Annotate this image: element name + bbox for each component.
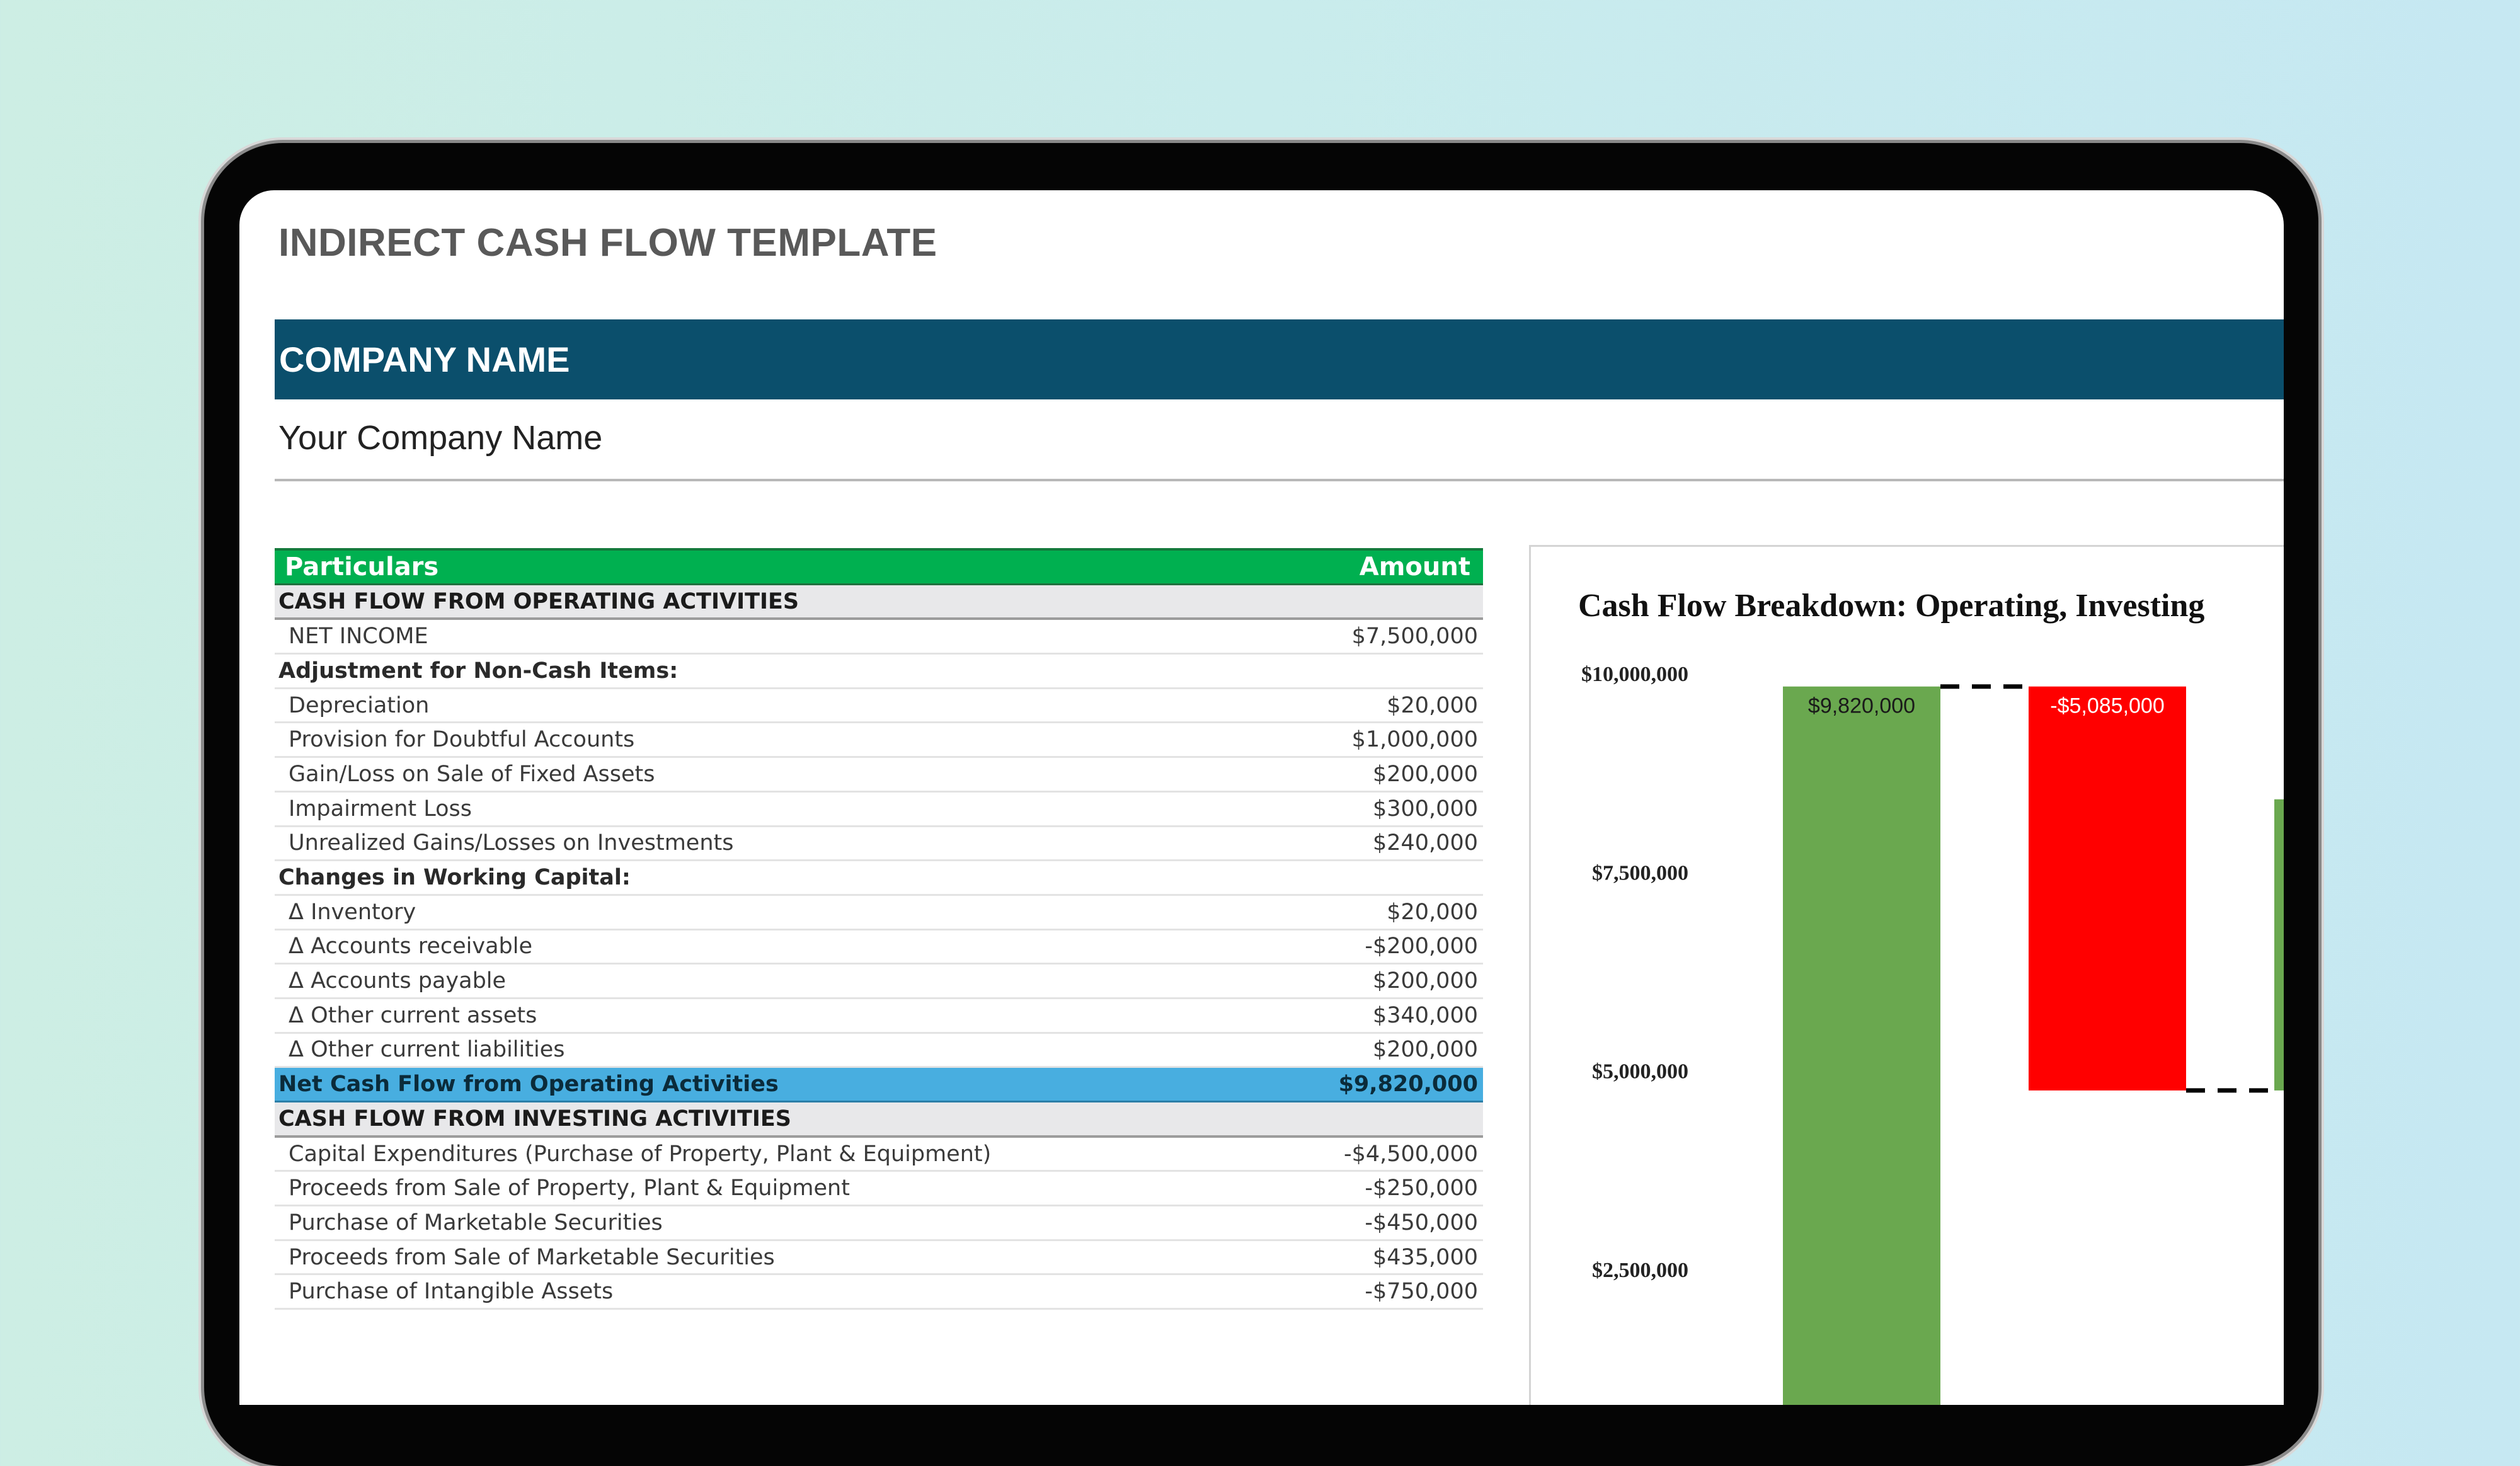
table-row: Impairment Loss $300,000 <box>275 791 1483 827</box>
row-label-cell[interactable]: Depreciation <box>275 688 1251 724</box>
row-label-cell[interactable]: Impairment Loss <box>275 791 1251 827</box>
company-divider <box>275 479 2284 481</box>
company-name-cell[interactable]: Your Company Name <box>278 419 603 457</box>
subheader-row: Changes in Working Capital: <box>275 860 1483 896</box>
row-label-cell[interactable]: Unrealized Gains/Losses on Investments <box>275 826 1251 862</box>
company-header-label: COMPANY NAME <box>279 340 570 379</box>
table-row: Δ Other current assets $340,000 <box>275 998 1483 1034</box>
row-label-cell[interactable]: Net Cash Flow from Operating Activities <box>275 1067 1251 1102</box>
row-label-cell[interactable]: Gain/Loss on Sale of Fixed Assets <box>275 757 1251 793</box>
row-label-cell[interactable]: Proceeds from Sale of Property, Plant & … <box>275 1171 1251 1207</box>
row-amount-cell[interactable] <box>1251 653 1483 689</box>
chart-svg: Cash Flow Breakdown: Operating, Investin… <box>1578 588 2284 1405</box>
row-amount-cell[interactable]: -$250,000 <box>1251 1171 1483 1207</box>
row-label-cell[interactable]: Proceeds from Sale of Marketable Securit… <box>275 1240 1251 1276</box>
table-row: Purchase of Marketable Securities -$450,0… <box>275 1205 1483 1241</box>
table-row: Purchase of Intangible Assets -$750,000 <box>275 1274 1483 1310</box>
row-amount-cell[interactable]: $200,000 <box>1251 963 1483 999</box>
row-amount-cell[interactable]: $7,500,000 <box>1251 619 1483 655</box>
total-row: Net Cash Flow from Operating Activities $… <box>275 1067 1483 1102</box>
row-label-cell[interactable]: Δ Accounts payable <box>275 963 1251 999</box>
row-amount-cell[interactable]: -$200,000 <box>1251 929 1483 965</box>
row-amount-cell[interactable] <box>1251 860 1483 896</box>
row-amount-cell[interactable]: $20,000 <box>1251 688 1483 724</box>
bar-data-label: -$5,085,000 <box>2050 694 2165 718</box>
row-label-cell[interactable]: Provision for Doubtful Accounts <box>275 722 1251 759</box>
table-row: Proceeds from Sale of Marketable Securit… <box>275 1240 1483 1276</box>
row-amount-cell[interactable] <box>1251 584 1483 621</box>
chart-bar[interactable] <box>2274 799 2284 1091</box>
chart-title: Cash Flow Breakdown: Operating, Investin… <box>1578 588 2204 624</box>
spreadsheet-screen: INDIRECT CASH FLOW TEMPLATE COMPANY NAME… <box>239 190 2284 1405</box>
row-amount-cell[interactable]: -$4,500,000 <box>1251 1136 1483 1172</box>
row-label-cell[interactable]: Δ Inventory <box>275 895 1251 931</box>
row-label-cell[interactable]: Δ Accounts receivable <box>275 929 1251 965</box>
table-row: Δ Other current liabilities $200,000 <box>275 1033 1483 1068</box>
table-row: NET INCOME $7,500,000 <box>275 619 1483 655</box>
chart-bar[interactable] <box>1783 686 1940 1405</box>
table-row: Provision for Doubtful Accounts $1,000,00… <box>275 722 1483 759</box>
row-amount-cell[interactable]: $340,000 <box>1251 998 1483 1034</box>
sheet-title: INDIRECT CASH FLOW TEMPLATE <box>278 221 937 265</box>
table-row: Δ Inventory $20,000 <box>275 895 1483 931</box>
row-label-cell[interactable]: Capital Expenditures (Purchase of Proper… <box>275 1136 1251 1172</box>
row-label-cell[interactable]: Purchase of Marketable Securities <box>275 1205 1251 1241</box>
row-label-cell[interactable]: NET INCOME <box>275 619 1251 655</box>
row-amount-cell[interactable]: $9,820,000 <box>1251 1067 1483 1102</box>
row-label-cell[interactable]: CASH FLOW FROM OPERATING ACTIVITIES <box>275 584 1251 621</box>
row-amount-cell[interactable]: -$450,000 <box>1251 1205 1483 1241</box>
chart-bar[interactable] <box>2029 686 2186 1091</box>
cash-flow-chart[interactable]: Cash Flow Breakdown: Operating, Investin… <box>1529 545 2284 1405</box>
row-label-cell[interactable]: Adjustment for Non-Cash Items: <box>275 653 1251 689</box>
row-amount-cell[interactable]: $435,000 <box>1251 1240 1483 1276</box>
header-amount[interactable]: Amount <box>1251 547 1483 585</box>
table-row: Capital Expenditures (Purchase of Proper… <box>275 1136 1483 1172</box>
row-amount-cell[interactable]: -$750,000 <box>1251 1274 1483 1310</box>
row-label-cell[interactable]: Δ Other current liabilities <box>275 1033 1251 1068</box>
bar-data-label: $9,820,000 <box>1808 694 1915 718</box>
section-header-row: CASH FLOW FROM INVESTING ACTIVITIES <box>275 1101 1483 1138</box>
row-amount-cell[interactable]: $200,000 <box>1251 757 1483 793</box>
row-amount-cell[interactable]: $200,000 <box>1251 1033 1483 1068</box>
table-row: Gain/Loss on Sale of Fixed Assets $200,00… <box>275 757 1483 793</box>
subheader-row: Adjustment for Non-Cash Items: <box>275 653 1483 689</box>
table-row: Δ Accounts payable $200,000 <box>275 963 1483 999</box>
company-header-bar: COMPANY NAME <box>275 319 2284 399</box>
table-row: Unrealized Gains/Losses on Investments $2… <box>275 826 1483 862</box>
table-row: Depreciation $20,000 <box>275 688 1483 724</box>
table-row: Δ Accounts receivable -$200,000 <box>275 929 1483 965</box>
row-label-cell[interactable]: Changes in Working Capital: <box>275 860 1251 896</box>
row-amount-cell[interactable] <box>1251 1101 1483 1138</box>
table-row: Proceeds from Sale of Property, Plant & … <box>275 1171 1483 1207</box>
y-tick-label: $5,000,000 <box>1592 1060 1688 1084</box>
y-tick-label: $7,500,000 <box>1592 861 1688 885</box>
row-amount-cell[interactable]: $240,000 <box>1251 826 1483 862</box>
row-amount-cell[interactable]: $20,000 <box>1251 895 1483 931</box>
cash-flow-table: Particulars Amount CASH FLOW FROM OPERAT… <box>275 547 1483 1310</box>
row-amount-cell[interactable]: $300,000 <box>1251 791 1483 827</box>
table-header-row: Particulars Amount <box>275 547 1483 585</box>
row-label-cell[interactable]: Δ Other current assets <box>275 998 1251 1034</box>
row-label-cell[interactable]: Purchase of Intangible Assets <box>275 1274 1251 1310</box>
row-label-cell[interactable]: CASH FLOW FROM INVESTING ACTIVITIES <box>275 1101 1251 1138</box>
y-tick-label: $2,500,000 <box>1592 1259 1688 1282</box>
header-particulars[interactable]: Particulars <box>275 547 1251 585</box>
section-header-row: CASH FLOW FROM OPERATING ACTIVITIES <box>275 584 1483 621</box>
row-amount-cell[interactable]: $1,000,000 <box>1251 722 1483 759</box>
y-tick-label: $10,000,000 <box>1581 663 1688 686</box>
